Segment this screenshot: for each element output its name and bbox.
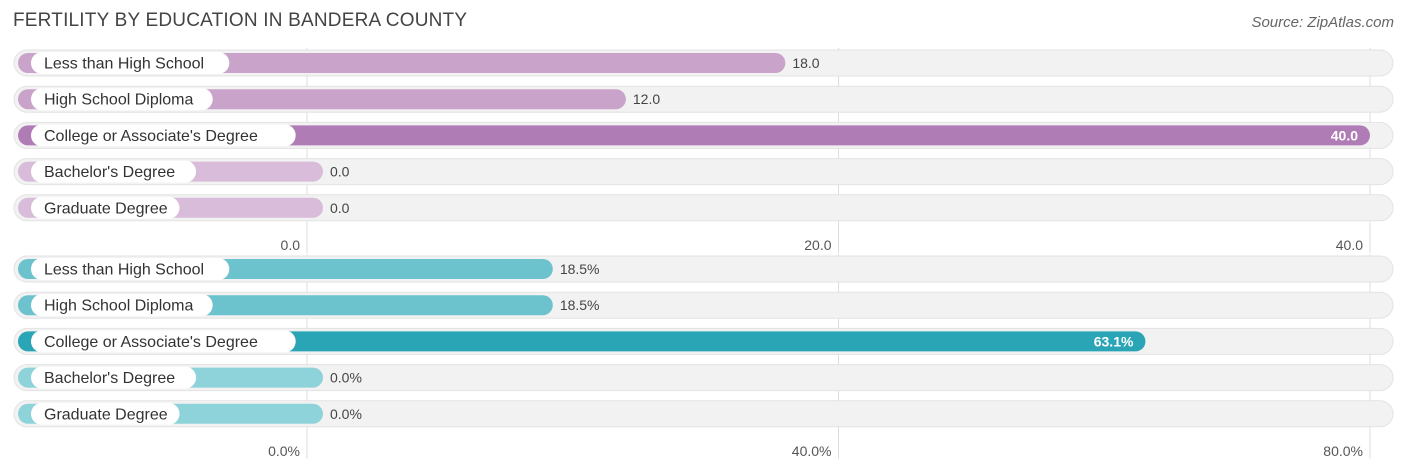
category-label: College or Associate's Degree: [44, 128, 258, 145]
category-label-pill: [31, 160, 197, 183]
tick-label: 0.0%: [268, 443, 300, 459]
category-label: Bachelor's Degree: [44, 370, 175, 387]
category-label-pill: [31, 258, 230, 280]
tick-label: 20.0: [804, 237, 831, 253]
value-label: 63.1%: [1094, 333, 1134, 349]
category-label-pill: [31, 402, 180, 425]
bar-track: [13, 400, 1394, 428]
category-label: Graduate Degree: [44, 406, 168, 423]
source-label: Source: ZipAtlas.com: [1251, 14, 1394, 31]
category-label: Graduate Degree: [44, 200, 168, 217]
value-label: 12.0: [633, 91, 660, 107]
bar: [18, 331, 1146, 352]
value-label: 18.0: [792, 55, 819, 71]
category-label: High School Diploma: [44, 92, 194, 109]
tick-label: 40.0: [1336, 237, 1363, 253]
value-label: 18.5%: [560, 261, 600, 277]
tick-label: 0.0: [281, 237, 301, 253]
value-label: 0.0%: [330, 370, 362, 386]
bar-track: [13, 158, 1394, 186]
category-label-pill: [31, 330, 296, 353]
category-label-pill: [31, 124, 296, 147]
chart-title: FERTILITY BY EDUCATION IN BANDERA COUNTY: [13, 10, 468, 31]
category-label: Less than High School: [44, 262, 204, 279]
category-label-pill: [31, 366, 197, 389]
category-label-pill: [31, 52, 230, 74]
value-label: 40.0: [1331, 127, 1358, 143]
category-label: College or Associate's Degree: [44, 334, 258, 351]
value-label: 18.5%: [560, 297, 600, 313]
tick-label: 80.0%: [1323, 443, 1363, 459]
value-label: 0.0: [330, 200, 350, 216]
tick-label: 40.0%: [792, 443, 832, 459]
category-label: Less than High School: [44, 56, 204, 73]
category-label: Bachelor's Degree: [44, 164, 175, 181]
category-label-pill: [31, 294, 213, 317]
category-label: High School Diploma: [44, 298, 194, 315]
bar-track: [13, 364, 1394, 392]
value-label: 0.0%: [330, 406, 362, 422]
value-label: 0.0: [330, 164, 350, 180]
bar-track: [13, 194, 1394, 222]
bar: [18, 125, 1370, 146]
category-label-pill: [31, 88, 213, 111]
category-label-pill: [31, 196, 180, 219]
